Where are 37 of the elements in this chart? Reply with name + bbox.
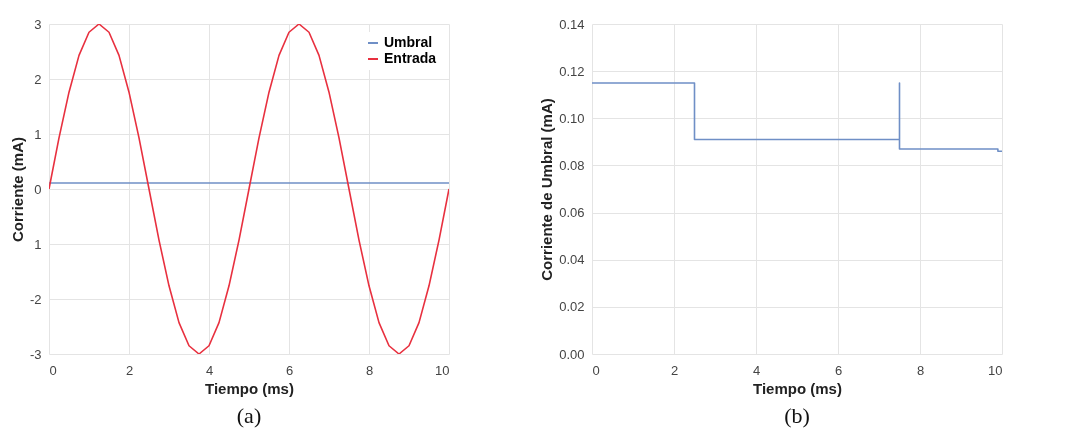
x-tick-label: 6 [834,362,843,378]
y-tick-label: 0.02 [559,299,585,315]
x-tick-label: 8 [365,362,374,378]
x-axis-title: Tiempo (ms) [753,379,842,397]
y-tick-label: 0.14 [559,16,585,32]
x-tick-label: 2 [125,362,134,378]
y-tick-label: 0.10 [559,110,585,126]
x-axis-title: Tiempo (ms) [205,379,294,397]
line-series [592,82,1002,153]
x-tick-label: 10 [988,362,1003,378]
text: (a) [236,403,262,428]
legend-label: Umbral [384,34,433,50]
y-tick-label: 0.08 [559,157,585,173]
x-tick-label: 4 [752,362,761,378]
y-tick-label: 1 [34,236,42,252]
y-tick-label: 0.12 [559,63,585,79]
x-tick-label: 2 [670,362,679,378]
y-tick-label: 1 [34,126,42,142]
y-tick-label: 0.00 [559,346,585,362]
y-axis-title: Corriente (mA) [8,136,26,243]
y-tick-label: -2 [29,291,42,307]
x-tick-label: 8 [916,362,925,378]
x-tick-label: 4 [205,362,214,378]
text: (b) [784,403,810,428]
x-tick-label: 10 [435,362,450,378]
x-tick-label: 6 [285,362,294,378]
y-tick-label: 0.06 [559,205,585,221]
y-axis-title: Corriente de Umbral (mA) [538,98,556,281]
y-tick-label: -3 [29,346,42,362]
y-tick-label: 0 [34,181,42,197]
line-series [49,24,449,354]
y-tick-label: 0.04 [559,252,585,268]
x-tick-label: 0 [592,362,600,378]
y-tick-label: 3 [34,16,42,32]
y-tick-label: 2 [34,71,42,87]
legend-label: Entrada [384,50,437,66]
x-tick-label: 0 [49,362,57,378]
